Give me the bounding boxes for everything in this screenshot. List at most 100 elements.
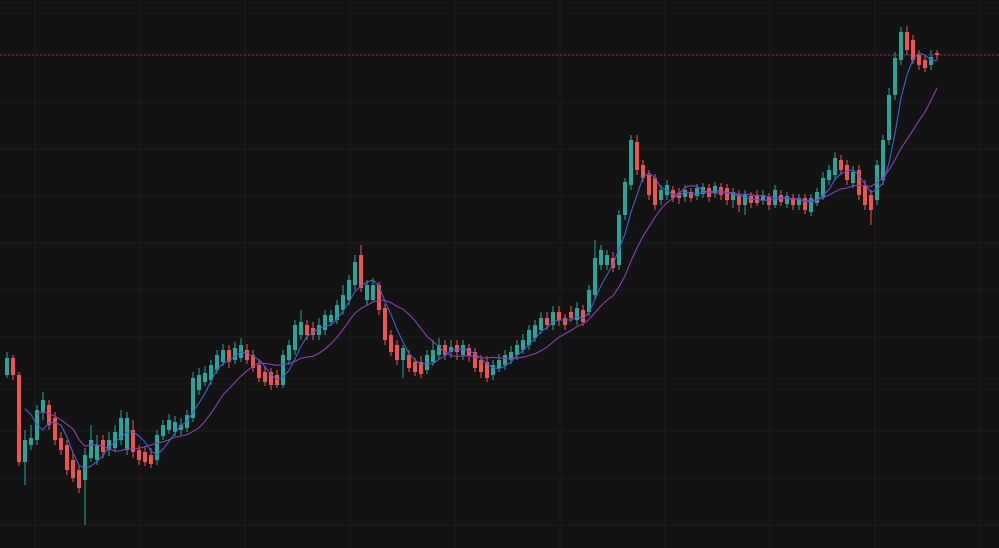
- candle: [107, 432, 111, 456]
- candle: [341, 285, 345, 315]
- candle-body: [11, 358, 15, 375]
- candle-body: [371, 285, 375, 300]
- candle: [179, 418, 183, 435]
- candle-body: [659, 190, 663, 200]
- candle: [161, 420, 165, 440]
- candle-body: [761, 195, 765, 200]
- candle-body: [815, 192, 819, 203]
- candle: [203, 366, 207, 386]
- candle: [77, 465, 81, 493]
- candle: [899, 27, 903, 65]
- candle-body: [713, 186, 717, 193]
- candle: [647, 170, 651, 200]
- candle-body: [641, 165, 645, 178]
- candle-body: [89, 440, 93, 458]
- candle-body: [317, 325, 321, 335]
- candle: [299, 310, 303, 340]
- candle-body: [167, 420, 171, 430]
- candle-body: [311, 328, 315, 335]
- candle-body: [71, 460, 75, 478]
- candle-body: [623, 182, 627, 215]
- candle-body: [725, 188, 729, 200]
- candle-body: [347, 280, 351, 300]
- candle: [191, 372, 195, 422]
- candle-body: [827, 170, 831, 180]
- candle-body: [521, 340, 525, 350]
- candle: [881, 135, 885, 185]
- candle-body: [47, 405, 51, 425]
- candle-body: [821, 178, 825, 197]
- candle-body: [755, 195, 759, 203]
- candle-body: [191, 378, 195, 418]
- candle: [143, 446, 147, 466]
- candle-body: [245, 350, 249, 360]
- candle: [227, 345, 231, 368]
- candle-body: [491, 365, 495, 375]
- candle-body: [95, 445, 99, 460]
- candle: [359, 245, 363, 292]
- candle: [635, 135, 639, 175]
- candle: [869, 190, 873, 225]
- candle-body: [299, 322, 303, 335]
- candle: [401, 345, 405, 378]
- candle-body: [413, 362, 417, 372]
- candle-body: [605, 255, 609, 265]
- candle: [767, 193, 771, 210]
- candle-body: [683, 190, 687, 197]
- candle-body: [473, 352, 477, 368]
- candle: [653, 174, 657, 210]
- candle: [65, 440, 69, 475]
- candle-body: [527, 330, 531, 345]
- candle-body: [449, 347, 453, 352]
- candle: [623, 178, 627, 220]
- candle-body: [215, 355, 219, 370]
- candle: [95, 435, 99, 465]
- candle: [335, 300, 339, 324]
- candle-body: [503, 355, 507, 365]
- candle: [659, 185, 663, 205]
- candle: [155, 430, 159, 465]
- candle: [17, 372, 21, 466]
- candle: [413, 358, 417, 376]
- candle-body: [143, 452, 147, 462]
- candle-body: [233, 348, 237, 360]
- candle: [689, 188, 693, 202]
- candle-body: [545, 318, 549, 325]
- candle-body: [263, 372, 267, 382]
- candle: [791, 194, 795, 210]
- candle-body: [737, 195, 741, 205]
- candle-body: [5, 358, 9, 375]
- candle-body: [731, 192, 735, 200]
- candle-body: [59, 438, 63, 450]
- candle: [785, 192, 789, 208]
- candle-body: [53, 418, 57, 440]
- candle-body: [179, 425, 183, 430]
- candle-body: [107, 440, 111, 450]
- candle-body: [155, 435, 159, 460]
- candle-body: [293, 325, 297, 350]
- candle-body: [923, 60, 927, 68]
- candle-body: [83, 455, 87, 480]
- candle: [431, 340, 435, 366]
- candle: [839, 155, 843, 175]
- candle-body: [899, 32, 903, 60]
- candle: [383, 304, 387, 345]
- candle-body: [599, 250, 603, 265]
- candle-body: [287, 345, 291, 360]
- candle-body: [869, 195, 873, 210]
- candle: [551, 306, 555, 330]
- candle-body: [833, 158, 837, 175]
- candle: [587, 285, 591, 316]
- candle-body: [389, 335, 393, 352]
- candle: [125, 412, 129, 455]
- candle-body: [917, 55, 921, 65]
- candle: [797, 194, 801, 210]
- candle-body: [383, 308, 387, 340]
- candle: [353, 255, 357, 290]
- candle: [755, 190, 759, 206]
- candle: [89, 425, 93, 462]
- candle: [575, 302, 579, 325]
- candle: [485, 356, 489, 382]
